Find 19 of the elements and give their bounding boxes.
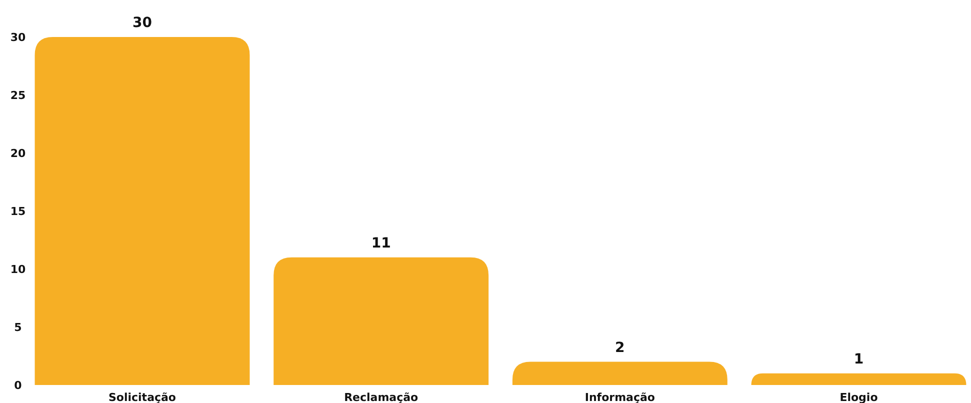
bar xyxy=(34,37,250,385)
y-tick-label: 10 xyxy=(10,262,26,276)
data-label: 30 xyxy=(132,15,152,31)
bar xyxy=(274,257,489,385)
data-label: 1 xyxy=(854,351,864,368)
y-tick-label: 5 xyxy=(14,320,22,334)
x-tick-label: Solicitação xyxy=(108,391,176,403)
y-tick-label: 15 xyxy=(10,204,26,218)
y-tick-label: 25 xyxy=(10,88,26,102)
data-label: 11 xyxy=(371,235,391,252)
y-tick-label: 0 xyxy=(14,378,22,392)
x-tick-label: Informação xyxy=(584,391,656,403)
x-tick-label: Elogio xyxy=(840,391,878,403)
bar xyxy=(751,373,966,385)
bar xyxy=(512,362,728,385)
data-label: 2 xyxy=(615,340,625,356)
y-tick-label: 20 xyxy=(10,146,26,160)
y-tick-label: 30 xyxy=(10,30,26,44)
x-tick-label: Reclamação xyxy=(344,391,419,403)
